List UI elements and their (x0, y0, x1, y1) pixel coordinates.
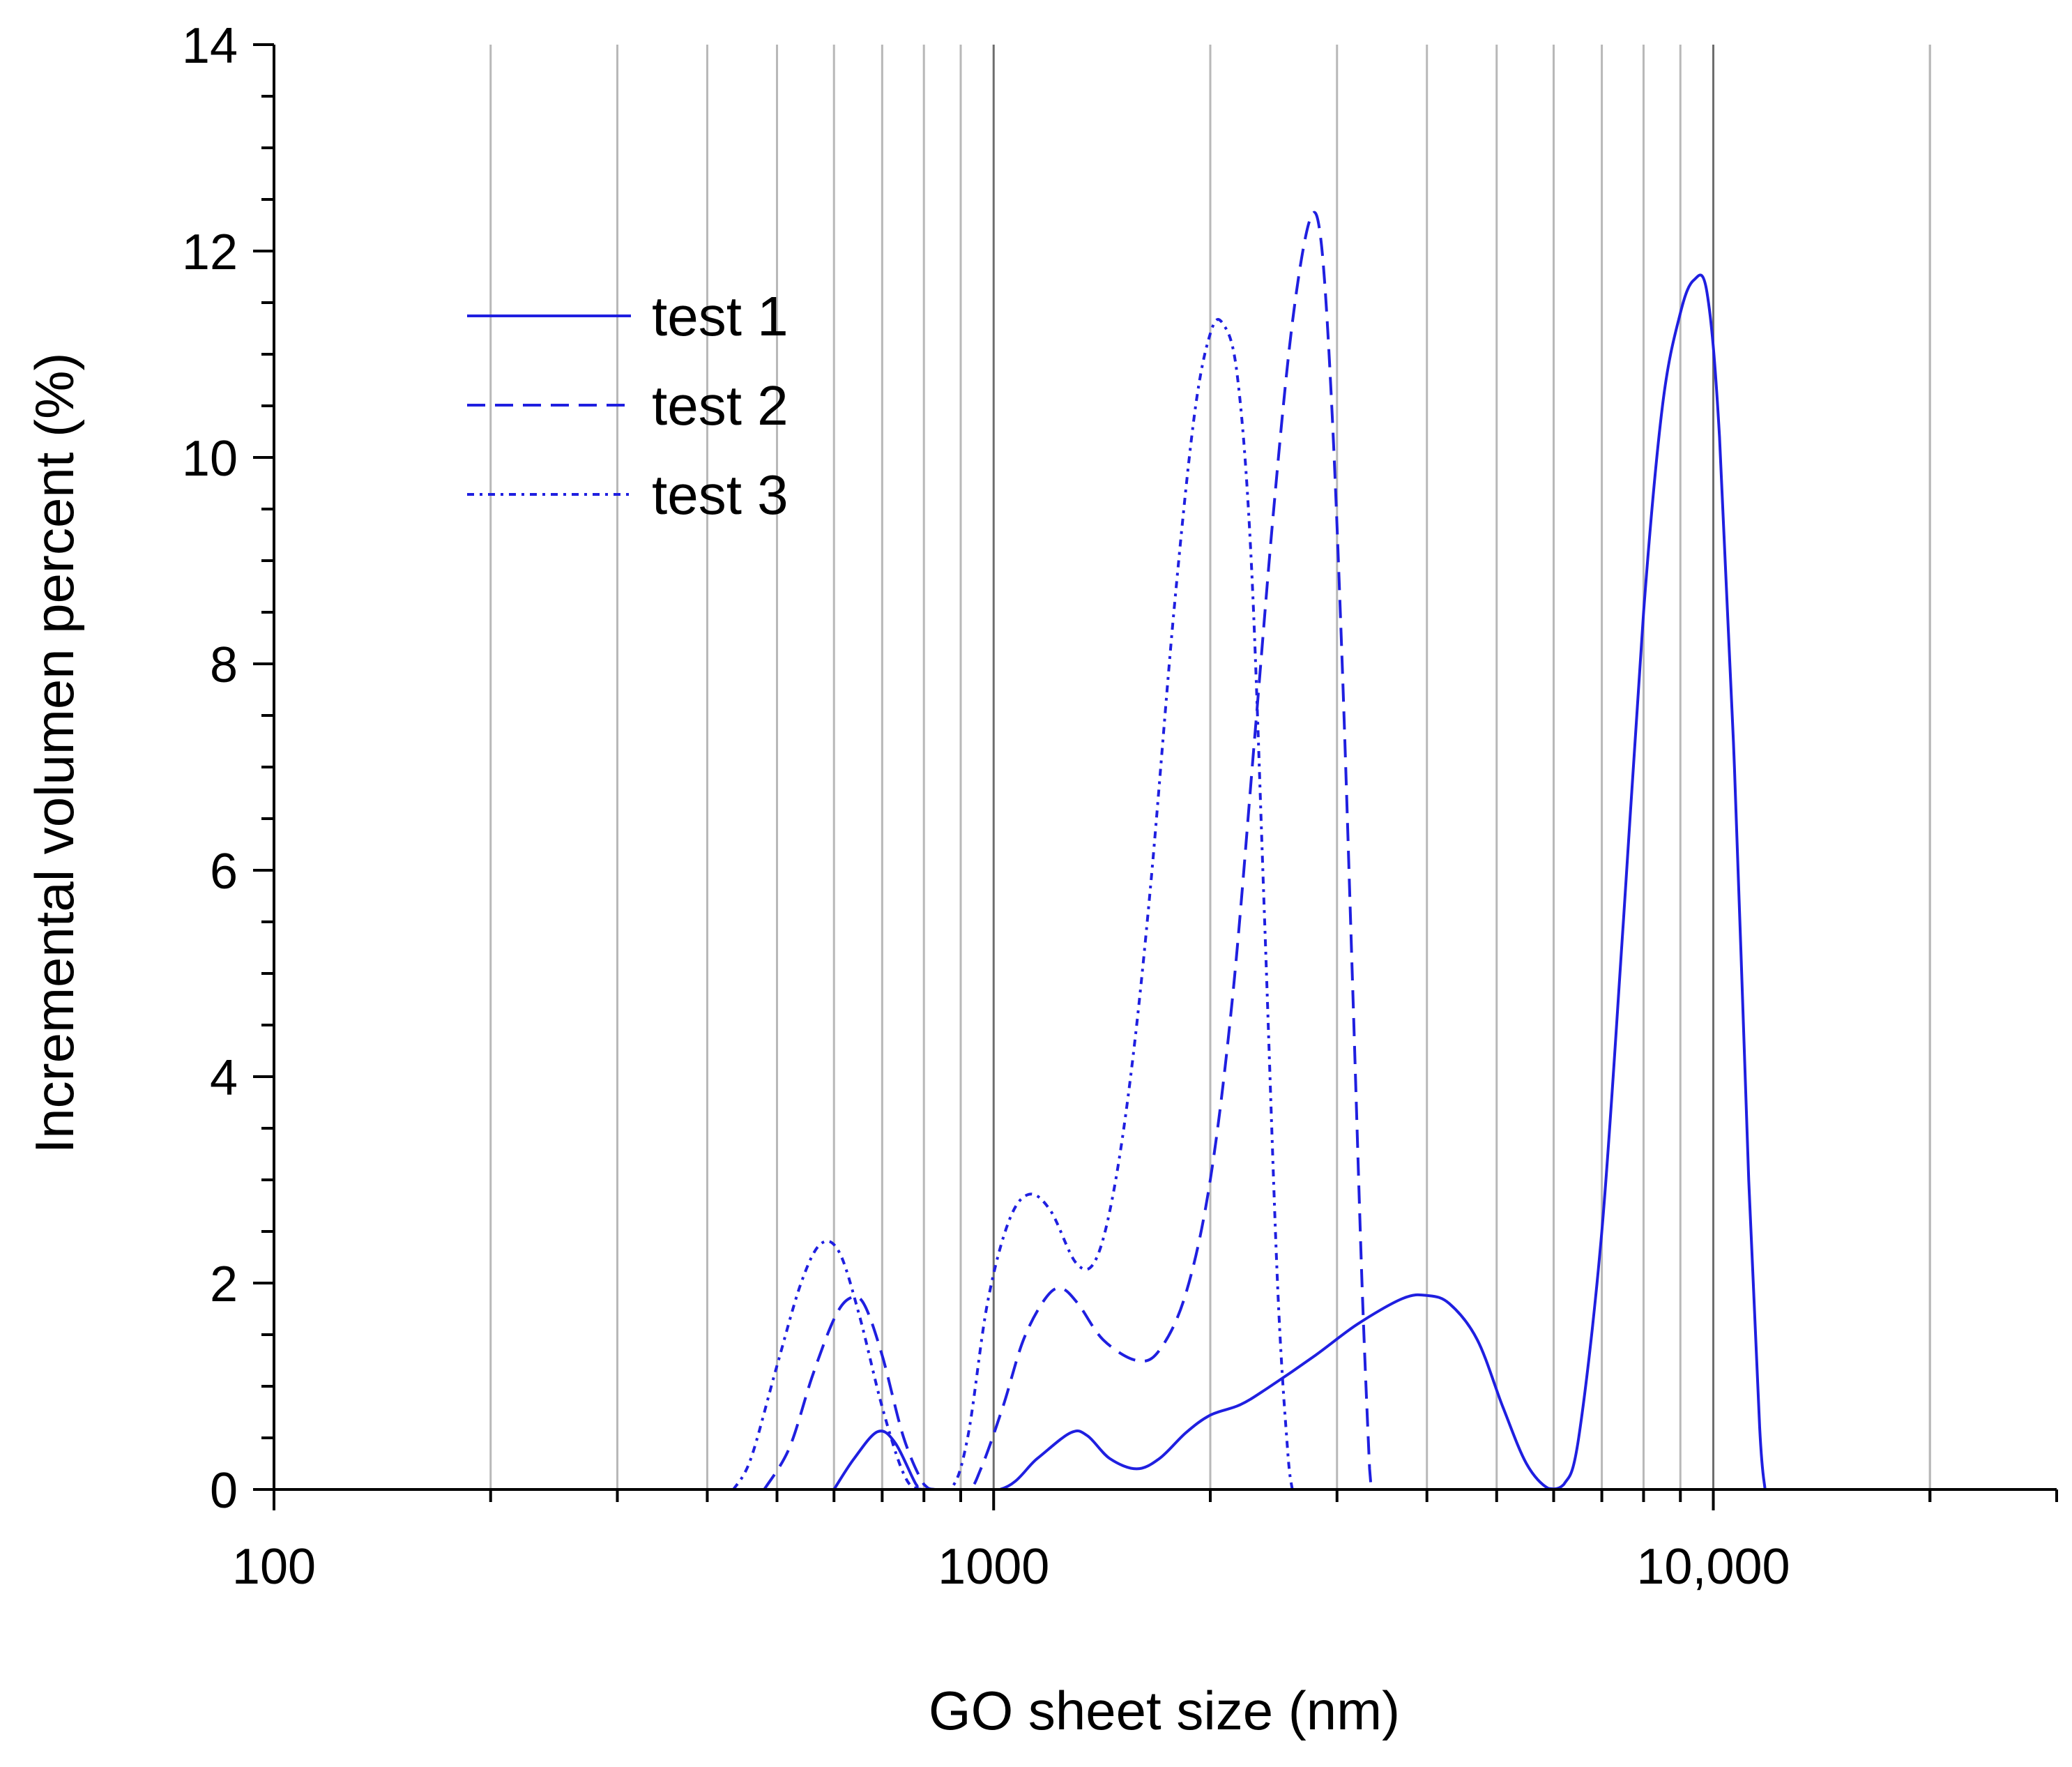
series-line-2 (763, 211, 1373, 1492)
axes (253, 43, 2058, 1510)
y-tick-label: 14 (182, 18, 238, 74)
y-tick-label: 8 (210, 637, 238, 693)
y-tick-label: 2 (210, 1257, 238, 1312)
series-lines (732, 211, 1767, 1492)
legend-label-3: test 3 (652, 464, 789, 526)
y-tick-label: 12 (182, 225, 238, 280)
x-axis-label: GO sheet size (nm) (929, 1680, 1400, 1741)
series-line-3 (732, 318, 1294, 1492)
x-tick-label: 100 (232, 1539, 316, 1595)
legend-label-2: test 2 (652, 374, 789, 437)
vertical-grid (489, 45, 1931, 1489)
tick-labels: 0 2 4 6 8 10 12 14 100 1000 10,000 (182, 18, 1790, 1595)
y-axis-label: Incremental volumen percent (%) (24, 353, 85, 1154)
x-tick-label: 10,000 (1636, 1539, 1790, 1595)
y-tick-label: 10 (182, 431, 238, 487)
y-tick-label: 4 (210, 1050, 238, 1106)
y-tick-label: 6 (210, 844, 238, 900)
series-line-1 (832, 273, 1767, 1492)
legend: test 1 test 2 test 3 (467, 285, 789, 526)
y-tick-label: 0 (210, 1463, 238, 1519)
legend-label-1: test 1 (652, 285, 789, 347)
x-tick-label: 1000 (938, 1539, 1049, 1595)
